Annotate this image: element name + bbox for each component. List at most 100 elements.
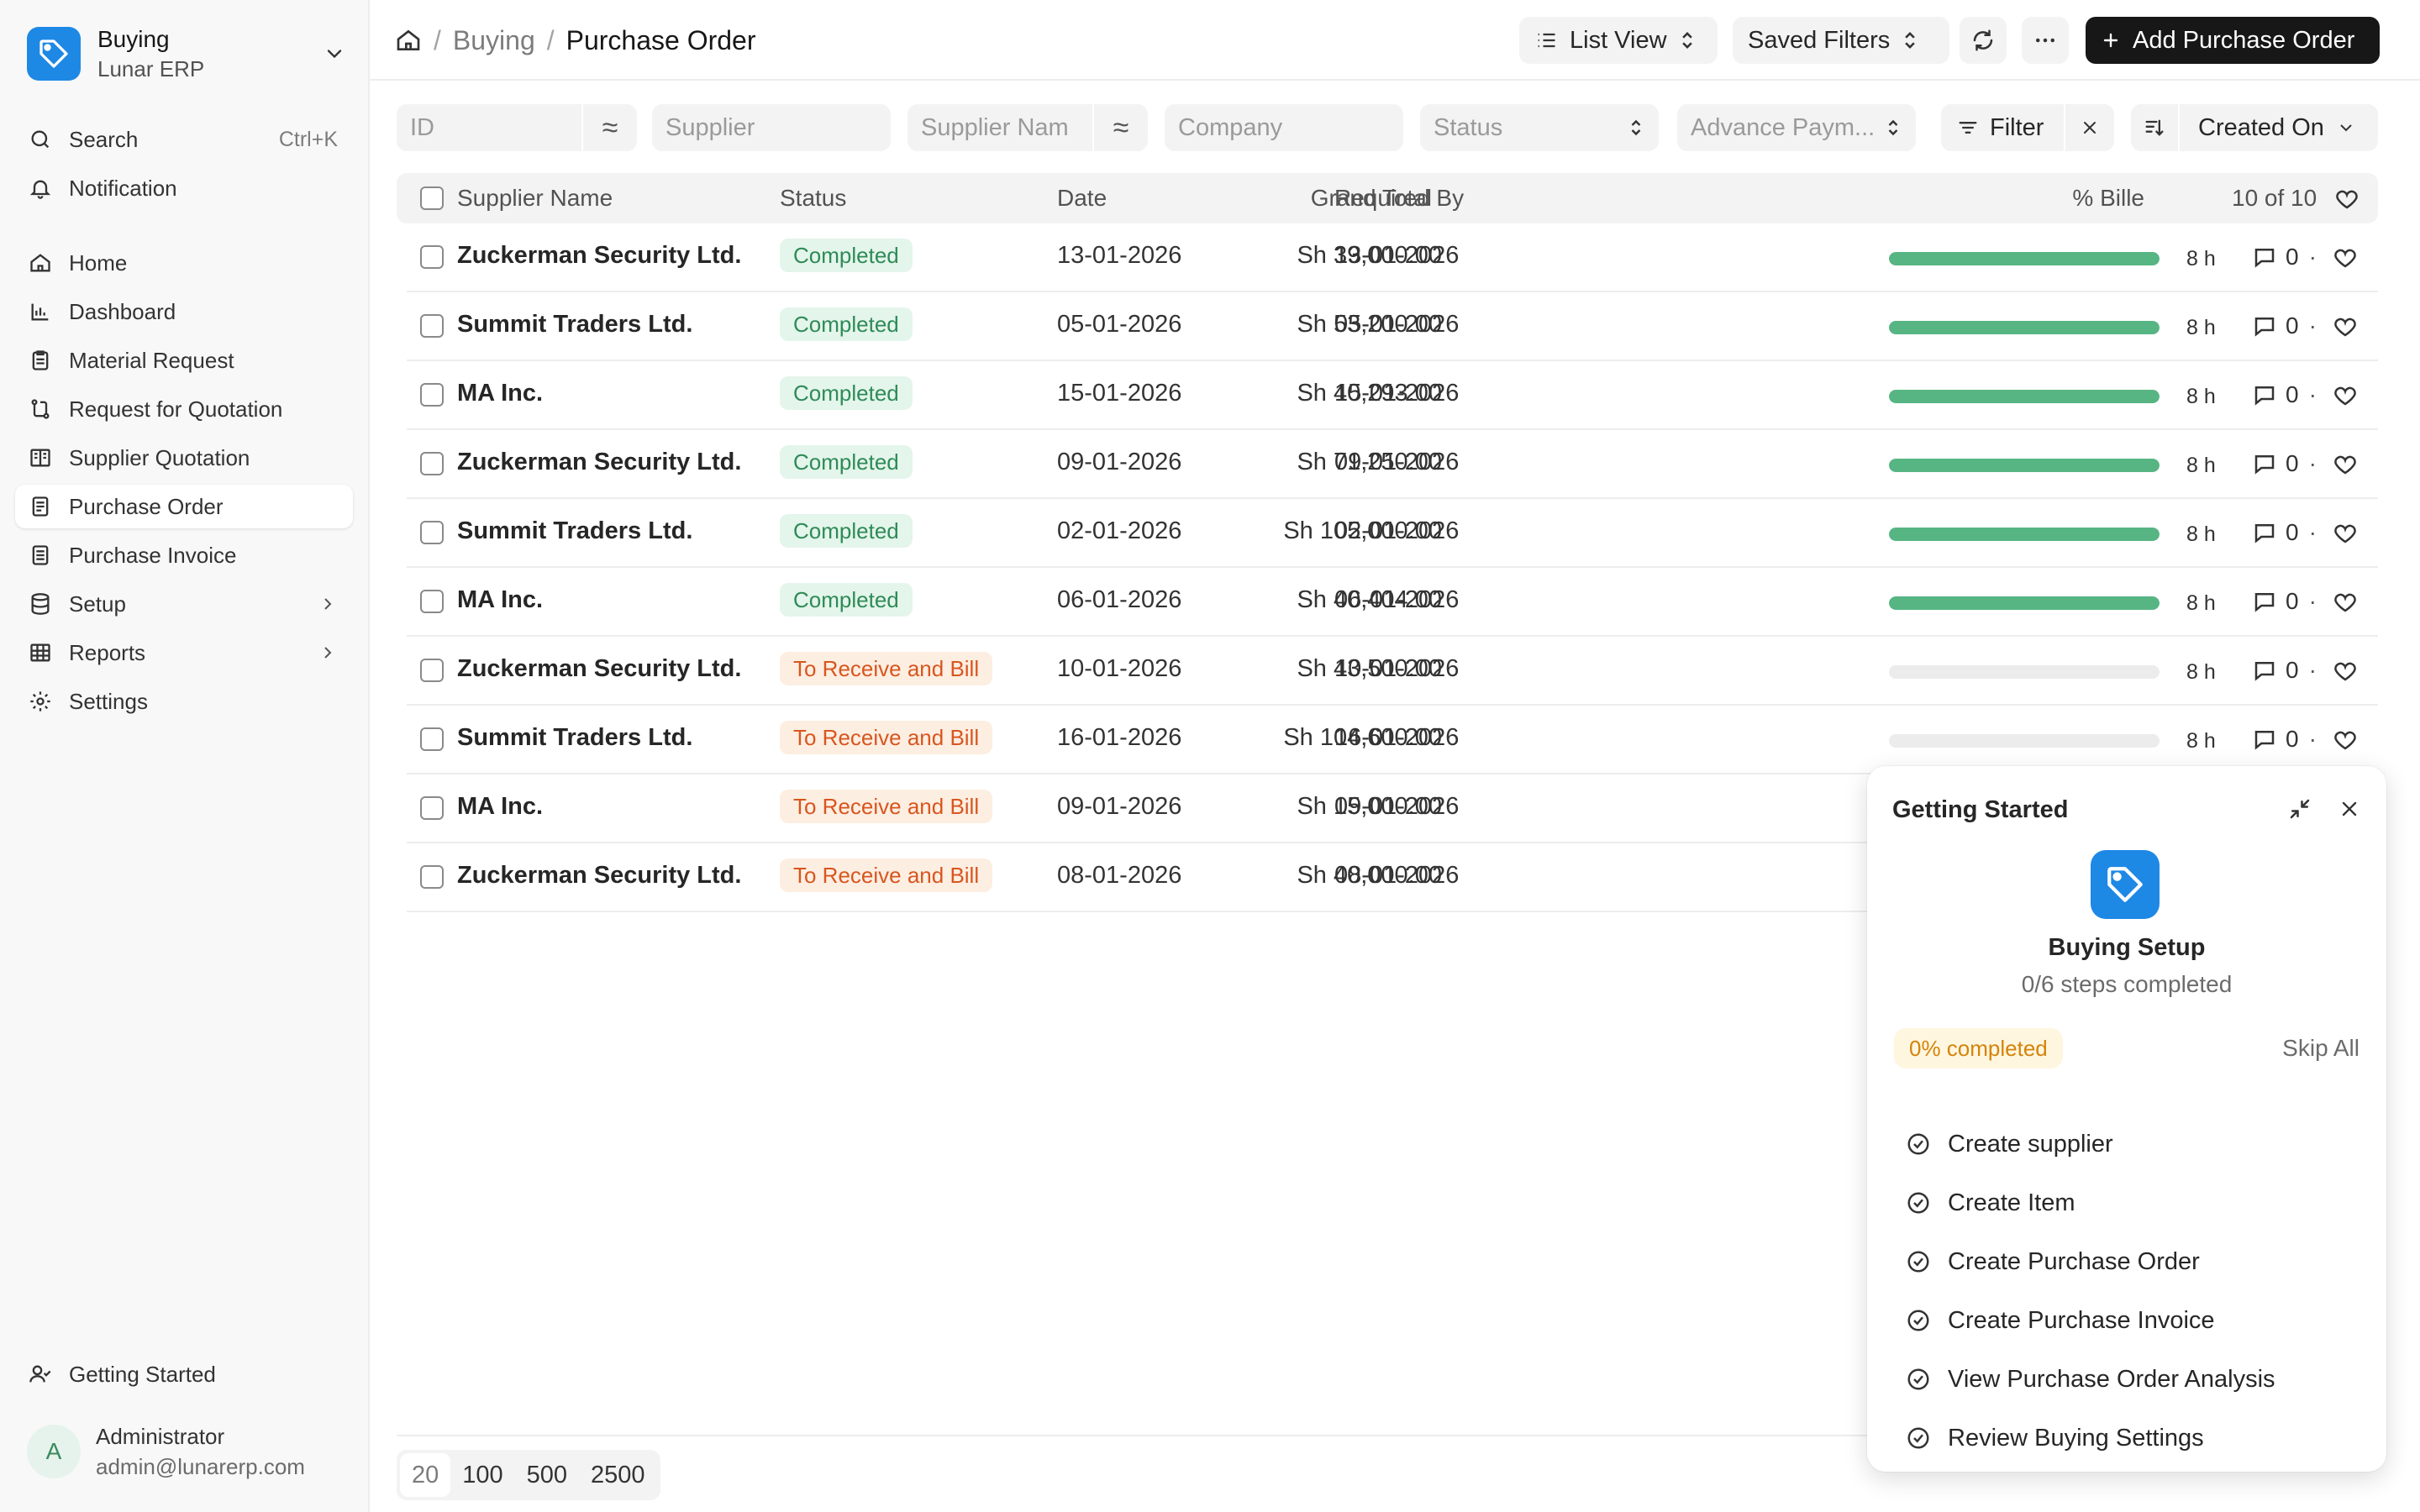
supplier-filter-input[interactable]: Supplier	[652, 104, 891, 151]
row-comments[interactable]: 0 ·	[2252, 244, 2327, 270]
sort-control[interactable]: Created On	[2131, 104, 2378, 151]
sidebar-item-material-request[interactable]: Material Request	[15, 339, 353, 382]
row-comments[interactable]: 0 ·	[2252, 588, 2327, 615]
home-icon[interactable]	[395, 27, 422, 54]
saved-filters-button[interactable]: Saved Filters	[1733, 17, 1949, 64]
column-grand-total[interactable]: Grand Total	[1310, 185, 1432, 211]
step-create-item[interactable]: Create Item	[1906, 1184, 2075, 1221]
heart-icon[interactable]	[2333, 452, 2358, 477]
row-checkbox[interactable]	[420, 796, 444, 820]
heart-icon[interactable]	[2333, 521, 2358, 546]
row-comments[interactable]: 0 ·	[2252, 657, 2327, 684]
row-checkbox[interactable]	[420, 314, 444, 338]
sidebar-notification[interactable]: Notification	[15, 166, 353, 210]
row-checkbox[interactable]	[420, 383, 444, 407]
table-row[interactable]: Summit Traders Ltd. Completed 05-01-2026…	[407, 292, 2378, 361]
status-filter-select[interactable]: Status	[1420, 104, 1659, 151]
row-checkbox[interactable]	[420, 452, 444, 475]
company-filter-input[interactable]: Company	[1165, 104, 1403, 151]
sidebar-item-home[interactable]: Home	[15, 241, 353, 285]
list-view-button[interactable]: List View	[1519, 17, 1718, 64]
sidebar-item-purchase-invoice[interactable]: Purchase Invoice	[15, 533, 353, 577]
sidebar-item-reports[interactable]: Reports	[15, 631, 353, 675]
sidebar-search[interactable]: Search Ctrl+K	[15, 118, 353, 161]
heart-icon[interactable]	[2333, 727, 2358, 753]
billed-progress-fill	[1889, 528, 2160, 541]
table-row[interactable]: Zuckerman Security Ltd. To Receive and B…	[407, 843, 2378, 912]
heart-icon[interactable]	[2333, 383, 2358, 408]
row-checkbox[interactable]	[420, 659, 444, 682]
advance-payment-filter-select[interactable]: Advance Paym...	[1677, 104, 1916, 151]
table-row[interactable]: Zuckerman Security Ltd. To Receive and B…	[407, 637, 2378, 706]
step-create-supplier[interactable]: Create supplier	[1906, 1126, 2113, 1163]
sidebar-item-request-for-quotation[interactable]: Request for Quotation	[15, 387, 353, 431]
heart-icon[interactable]	[2334, 186, 2360, 212]
user-menu[interactable]: A Administrator admin@lunarerp.com	[27, 1421, 305, 1482]
supplier-name-filter-input[interactable]: Supplier Nam ≈	[908, 104, 1148, 151]
table-row[interactable]: Zuckerman Security Ltd. Completed 13-01-…	[407, 223, 2378, 292]
gear-icon	[27, 688, 54, 715]
table-row[interactable]: MA Inc. To Receive and Bill 09-01-2026 0…	[407, 774, 2378, 843]
column-date[interactable]: Date	[1057, 185, 1107, 211]
select-all-checkbox[interactable]	[420, 186, 444, 210]
column-supplier-name[interactable]: Supplier Name	[457, 185, 613, 211]
minimize-icon[interactable]	[2287, 796, 2312, 822]
tag-logo-icon	[2091, 850, 2160, 919]
breadcrumb-buying[interactable]: Buying	[452, 24, 535, 55]
table-row[interactable]: Summit Traders Ltd. To Receive and Bill …	[407, 706, 2378, 774]
heart-icon[interactable]	[2333, 590, 2358, 615]
sidebar-item-dashboard[interactable]: Dashboard	[15, 290, 353, 333]
page-length-100[interactable]: 100	[462, 1461, 503, 1488]
like-operator-icon[interactable]: ≈	[1092, 104, 1148, 151]
sidebar-getting-started[interactable]: Getting Started	[15, 1352, 353, 1396]
home-icon	[27, 249, 54, 276]
row-checkbox[interactable]	[420, 245, 444, 269]
heart-icon[interactable]	[2333, 314, 2358, 339]
table-row[interactable]: MA Inc. Completed 15-01-2026 15-01-2026 …	[407, 361, 2378, 430]
row-checkbox[interactable]	[420, 590, 444, 613]
filter-button[interactable]: Filter	[1941, 104, 2114, 151]
step-label: Create Purchase Invoice	[1948, 1306, 2215, 1334]
sidebar-item-settings[interactable]: Settings	[15, 680, 353, 723]
more-options-button[interactable]	[2022, 17, 2069, 64]
step-create-purchase-invoice[interactable]: Create Purchase Invoice	[1906, 1302, 2215, 1339]
row-comments[interactable]: 0 ·	[2252, 450, 2327, 477]
sort-direction-icon[interactable]	[2131, 104, 2180, 151]
page-length-500[interactable]: 500	[526, 1461, 568, 1488]
heart-icon[interactable]	[2333, 245, 2358, 270]
row-comments[interactable]: 0 ·	[2252, 519, 2327, 546]
add-purchase-order-label: Add Purchase Order	[2133, 26, 2355, 54]
like-operator-icon[interactable]: ≈	[581, 104, 637, 151]
page-length-20[interactable]: 20	[400, 1453, 451, 1497]
row-checkbox[interactable]	[420, 521, 444, 544]
heart-icon[interactable]	[2333, 659, 2358, 684]
refresh-button[interactable]	[1960, 17, 2007, 64]
id-filter-input[interactable]: ID ≈	[397, 104, 637, 151]
step-create-purchase-order[interactable]: Create Purchase Order	[1906, 1243, 2200, 1280]
row-comments[interactable]: 0 ·	[2252, 726, 2327, 753]
row-comments[interactable]: 0 ·	[2252, 312, 2327, 339]
sidebar-item-supplier-quotation[interactable]: Supplier Quotation	[15, 436, 353, 480]
row-required-by: 10-01-2026	[1334, 655, 1460, 682]
row-comments[interactable]: 0 ·	[2252, 381, 2327, 408]
close-icon[interactable]	[2338, 797, 2361, 821]
workspace-switcher[interactable]: Buying Lunar ERP	[27, 22, 346, 86]
column-required-by[interactable]: Required By	[1334, 185, 1465, 211]
clear-filter-icon[interactable]	[2064, 104, 2114, 151]
column-billed[interactable]: % Bille	[2072, 185, 2144, 211]
column-status[interactable]: Status	[780, 185, 847, 211]
table-row[interactable]: MA Inc. Completed 06-01-2026 06-01-2026 …	[407, 568, 2378, 637]
step-view-purchase-order-analysis[interactable]: View Purchase Order Analysis	[1906, 1361, 2275, 1398]
page-length-2500[interactable]: 2500	[591, 1461, 645, 1488]
add-purchase-order-button[interactable]: Add Purchase Order	[2086, 17, 2380, 64]
table-row[interactable]: Zuckerman Security Ltd. Completed 09-01-…	[407, 430, 2378, 499]
row-checkbox[interactable]	[420, 727, 444, 751]
sidebar-item-setup[interactable]: Setup	[15, 582, 353, 626]
step-review-buying-settings[interactable]: Review Buying Settings	[1906, 1420, 2204, 1457]
row-supplier: Summit Traders Ltd.	[457, 311, 693, 338]
sidebar-item-purchase-order[interactable]: Purchase Order	[15, 485, 353, 528]
skip-all-button[interactable]: Skip All	[2282, 1035, 2360, 1061]
table-row[interactable]: Summit Traders Ltd. Completed 02-01-2026…	[407, 499, 2378, 568]
sidebar-getting-started-label: Getting Started	[69, 1361, 216, 1387]
row-checkbox[interactable]	[420, 865, 444, 889]
